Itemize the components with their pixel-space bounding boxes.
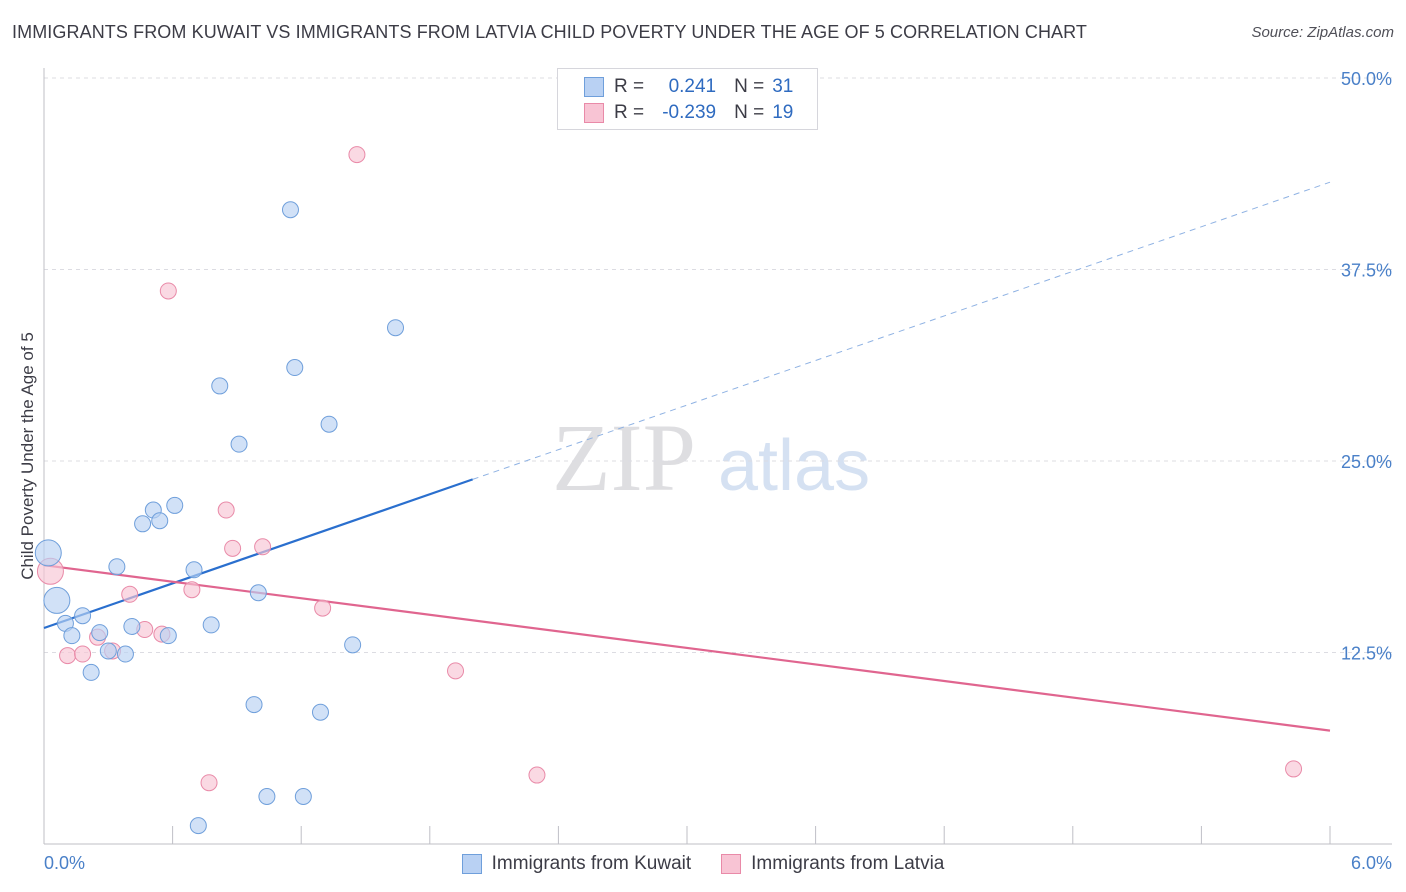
chart-title: IMMIGRANTS FROM KUWAIT VS IMMIGRANTS FRO… (12, 22, 1088, 42)
latvia-point (254, 538, 272, 556)
latvia-swatch (584, 103, 604, 123)
kuwait-point (286, 359, 304, 377)
axes (43, 68, 1392, 845)
y-tick-label: 25.0% (1341, 452, 1392, 472)
kuwait-point (281, 201, 299, 219)
kuwait-n-label: N = (734, 76, 765, 97)
kuwait-point (108, 558, 126, 576)
kuwait-point (82, 663, 100, 681)
kuwait-point (91, 624, 109, 642)
source-credit: Source: ZipAtlas.com (1251, 24, 1394, 41)
data-points (34, 146, 1303, 835)
kuwait-point (63, 627, 81, 645)
kuwait-point (294, 788, 312, 806)
latvia-point (447, 662, 465, 680)
latvia-point (59, 647, 77, 665)
kuwait-point (211, 377, 229, 395)
tick-labels: 12.5% 25.0% 37.5% 50.0% 0.0% 6.0% (44, 69, 1392, 873)
x-tick-label-min: 0.0% (44, 853, 85, 873)
kuwait-r-label: R = (614, 76, 645, 97)
kuwait-point (387, 319, 405, 337)
y-tick-label: 12.5% (1341, 644, 1392, 664)
kuwait-point (99, 642, 117, 660)
x-tick-label-max: 6.0% (1351, 853, 1392, 873)
latvia-point (183, 581, 201, 599)
series-legend: Immigrants from Kuwait Immigrants from L… (0, 851, 1406, 877)
y-tick-label: 50.0% (1341, 69, 1392, 89)
kuwait-point (123, 617, 141, 635)
kuwait-point (189, 817, 207, 835)
latvia-point (528, 766, 546, 784)
kuwait-swatch (584, 77, 604, 97)
latvia-point (314, 599, 332, 617)
latvia-legend-swatch (721, 854, 742, 874)
latvia-legend-label: Immigrants from Latvia (751, 853, 945, 874)
grid-lines (44, 77, 1392, 653)
watermark-atlas: atlas (718, 426, 870, 506)
kuwait-r-value: 0.241 (668, 76, 717, 97)
kuwait-point (116, 645, 134, 663)
kuwait-point (258, 788, 276, 806)
latvia-trend-line (43, 564, 1331, 732)
kuwait-point (74, 607, 92, 625)
y-tick-label: 37.5% (1341, 261, 1392, 281)
latvia-r-label: R = (614, 102, 645, 123)
latvia-point (224, 539, 242, 557)
latvia-point (200, 774, 218, 792)
kuwait-point (185, 561, 203, 579)
kuwait-legend-label: Immigrants from Kuwait (491, 853, 692, 874)
kuwait-point (202, 616, 220, 634)
kuwait-point (166, 496, 184, 514)
latvia-point (1285, 760, 1303, 778)
legend-item-kuwait[interactable]: Immigrants from Kuwait (461, 853, 692, 875)
latvia-point (217, 501, 235, 519)
latvia-point (348, 146, 366, 164)
latvia-r-value: -0.239 (662, 102, 717, 123)
kuwait-point (134, 515, 152, 533)
kuwait-point (230, 435, 248, 453)
kuwait-point (249, 584, 267, 602)
latvia-point (121, 585, 139, 603)
kuwait-point (43, 586, 71, 614)
kuwait-point (344, 636, 362, 654)
latvia-point (159, 282, 177, 300)
legend-item-latvia[interactable]: Immigrants from Latvia (721, 853, 944, 875)
correlation-legend: R = 0.241 N = 31 R = -0.239 N = 19 (557, 68, 818, 130)
kuwait-point (245, 696, 263, 714)
kuwait-point (159, 627, 177, 645)
kuwait-point (320, 415, 338, 433)
kuwait-point (311, 703, 329, 721)
latvia-n-value: 19 (772, 102, 794, 123)
watermark-zip: ZIP (552, 404, 696, 511)
kuwait-point (34, 539, 62, 567)
kuwait-point (151, 512, 169, 530)
legend-row-kuwait: R = 0.241 N = 31 (584, 74, 793, 100)
kuwait-legend-swatch (461, 854, 482, 874)
latvia-point (74, 645, 92, 663)
legend-row-latvia: R = -0.239 N = 19 (584, 100, 793, 126)
latvia-n-label: N = (734, 102, 765, 123)
kuwait-trend-extension (472, 181, 1331, 480)
kuwait-n-value: 31 (772, 76, 794, 97)
